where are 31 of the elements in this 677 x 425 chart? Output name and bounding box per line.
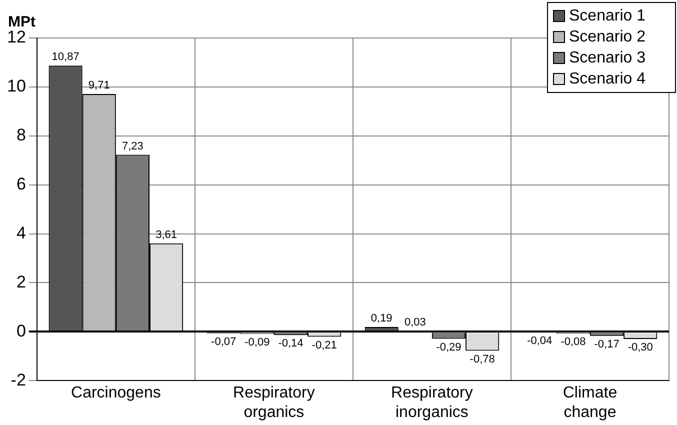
data-label: 10,87 [52, 51, 80, 64]
data-label: -0,78 [470, 353, 495, 366]
data-label: -0,17 [594, 338, 620, 350]
y-tick-label: 4 [16, 223, 26, 242]
y-tick-label: 2 [16, 272, 26, 292]
y-tick-label: 8 [16, 126, 26, 145]
data-label: 0,19 [370, 312, 392, 325]
y-tick-label: 6 [16, 174, 26, 194]
y-tick-label: 0 [16, 321, 26, 340]
data-label: 9,71 [88, 80, 110, 92]
legend-label: Scenario 1 [569, 7, 646, 24]
legend-label: Scenario 3 [569, 49, 646, 66]
data-label: -0,08 [560, 336, 586, 348]
y-tick-label: 10 [6, 76, 26, 96]
data-label: -0,14 [278, 338, 304, 350]
x-tick-label: Respiratory inorganics [391, 384, 473, 421]
data-label: -0,07 [211, 336, 236, 348]
x-tick-label: Climate change [562, 384, 618, 421]
data-label: -0,30 [628, 342, 653, 354]
data-label: 7,23 [122, 140, 144, 152]
y-tick-label: -2 [10, 370, 26, 390]
data-label: 0,03 [404, 316, 426, 328]
legend-label: Scenario 4 [569, 70, 646, 88]
data-label: -0,29 [436, 341, 462, 354]
x-tick-label: Carcinogens [71, 384, 161, 402]
data-label: 3,61 [156, 228, 177, 241]
data-label: -0,21 [312, 339, 337, 352]
data-label: -0,04 [527, 335, 552, 348]
x-tick-label: Respiratory organics [233, 384, 315, 421]
legend-label: Scenario 2 [569, 28, 646, 46]
data-label: -0,09 [244, 336, 270, 348]
